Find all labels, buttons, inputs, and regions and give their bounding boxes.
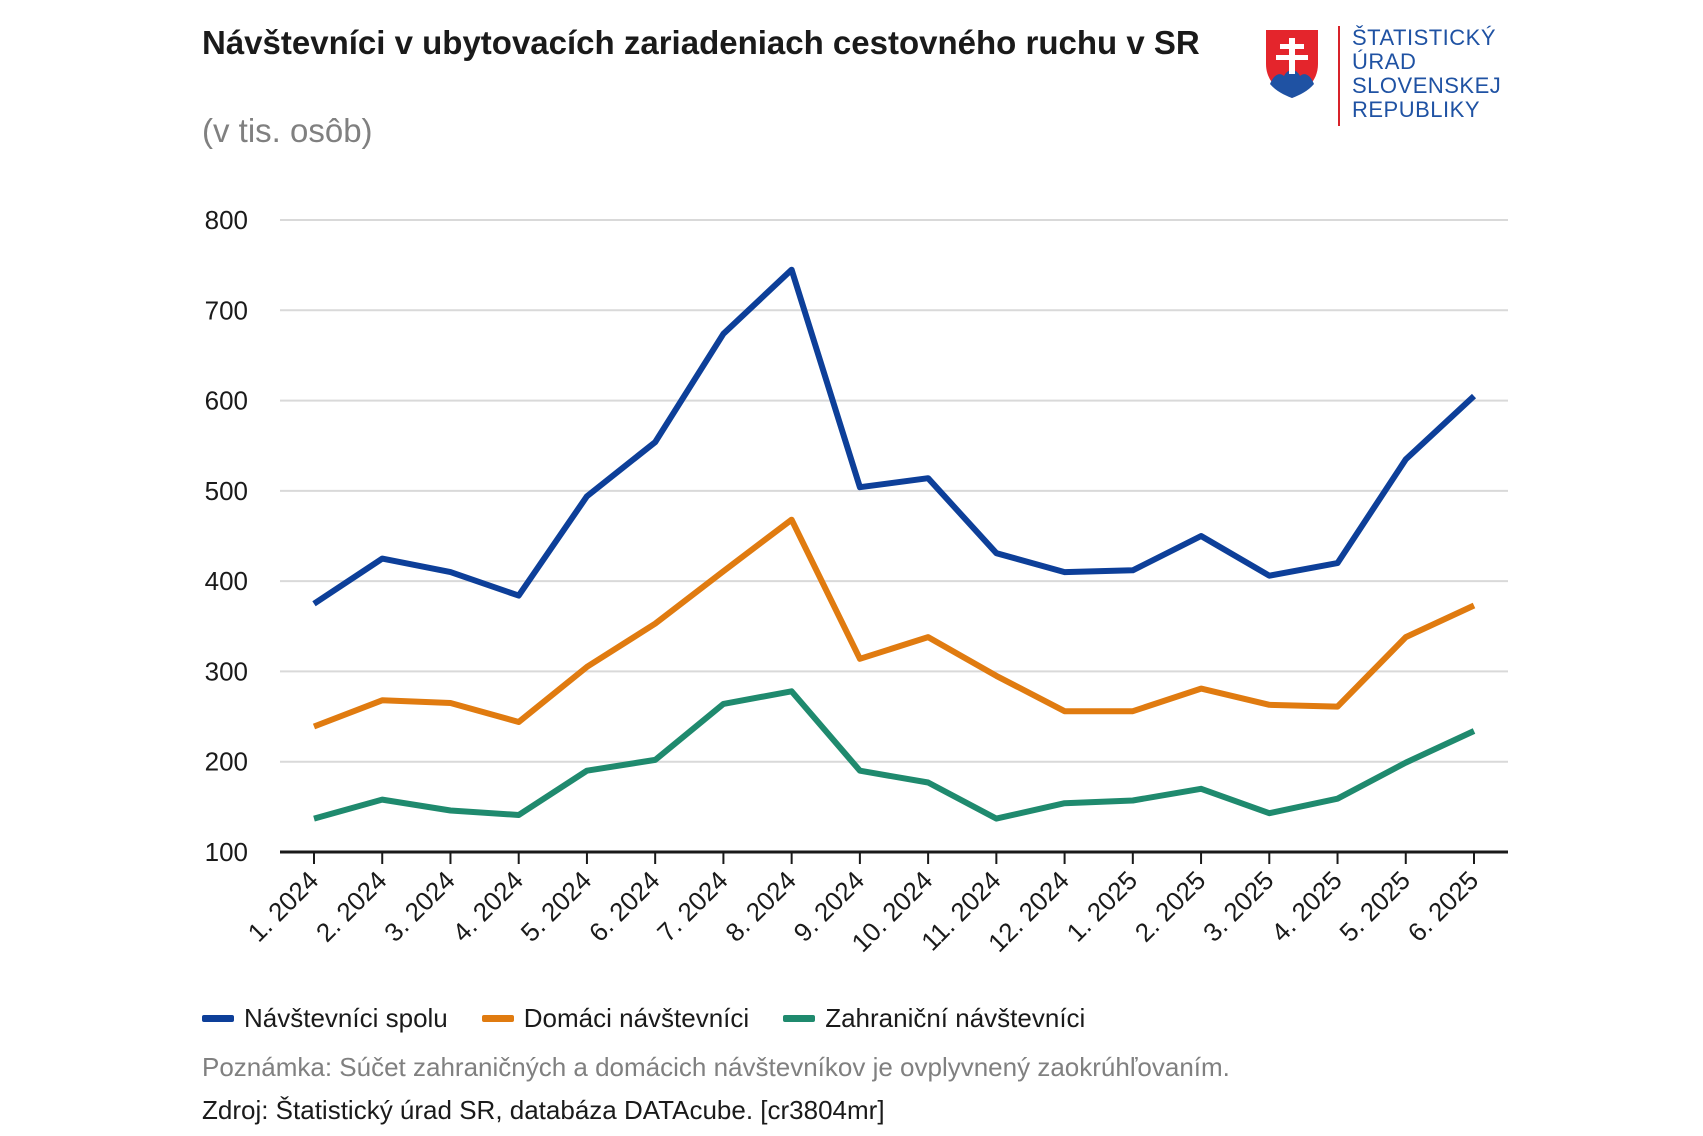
- legend-item-domestic: Domáci návštevníci: [481, 1003, 750, 1034]
- y-tick-label: 400: [205, 566, 248, 596]
- x-tick-label: 7. 2024: [651, 865, 734, 948]
- x-tick-label: 5. 2024: [515, 865, 598, 948]
- legend-item-total: Návštevníci spolu: [202, 1003, 448, 1034]
- x-tick-label: 1. 2024: [242, 865, 325, 948]
- x-tick-label: 2. 2024: [310, 865, 393, 948]
- chart-note: Poznámka: Súčet zahraničných a domácich …: [202, 1052, 1230, 1082]
- legend-label-total: Návštevníci spolu: [244, 1003, 448, 1033]
- logo-text: ŠTATISTICKÝ ÚRAD SLOVENSKEJ REPUBLIKY: [1352, 26, 1501, 122]
- y-tick-label: 700: [205, 295, 248, 325]
- legend-swatch-total: [202, 1015, 234, 1022]
- x-tick-label: 6. 2025: [1402, 865, 1485, 948]
- y-tick-label: 800: [205, 205, 248, 235]
- logo-line: SLOVENSKEJ: [1352, 73, 1502, 98]
- x-tick-label: 6. 2024: [583, 865, 666, 948]
- legend-item-foreign: Zahraniční návštevníci: [783, 1003, 1085, 1034]
- y-tick-label: 100: [205, 837, 248, 867]
- logo-line: ÚRAD: [1352, 49, 1417, 74]
- legend-label-domestic: Domáci návštevníci: [523, 1003, 750, 1033]
- x-tick-label: 4. 2025: [1265, 865, 1348, 948]
- x-tick-label: 4. 2024: [446, 865, 529, 948]
- legend-swatch-domestic: [481, 1015, 514, 1022]
- series-line-2: [313, 688, 1476, 822]
- chart-title: Návštevníci v ubytovacích zariadeniach c…: [202, 24, 1200, 61]
- x-tick-label: 8. 2024: [719, 865, 802, 948]
- logo-divider: [1338, 26, 1340, 126]
- chart-subtitle: (v tis. osôb): [202, 112, 373, 149]
- x-tick-label: 3. 2024: [378, 865, 461, 948]
- statistical-office-logo: ŠTATISTICKÝ ÚRAD SLOVENSKEJ REPUBLIKY: [1262, 22, 1522, 132]
- slovak-coat-of-arms-icon: [1266, 30, 1318, 98]
- y-tick-label: 600: [205, 386, 248, 416]
- legend-label-foreign: Zahraniční návštevníci: [825, 1003, 1086, 1033]
- x-tick-label: 1. 2025: [1061, 865, 1144, 948]
- y-tick-label: 200: [205, 747, 248, 777]
- logo-line: REPUBLIKY: [1352, 97, 1480, 122]
- x-tick-label: 5. 2025: [1333, 865, 1416, 948]
- y-tick-label: 300: [205, 656, 248, 686]
- x-tick-label: 2. 2025: [1129, 865, 1212, 948]
- legend-swatch-foreign: [783, 1015, 816, 1022]
- x-tick-label: 3. 2025: [1197, 865, 1280, 948]
- series-line-0: [312, 266, 1477, 607]
- logo-line: ŠTATISTICKÝ: [1352, 25, 1497, 50]
- series-line-1: [312, 516, 1476, 730]
- chart-legend: Návštevníci spolu Domáci návštevníci Zah…: [202, 1003, 1119, 1034]
- y-tick-label: 500: [205, 476, 248, 506]
- chart-source: Zdroj: Štatistický úrad SR, databáza DAT…: [202, 1095, 885, 1125]
